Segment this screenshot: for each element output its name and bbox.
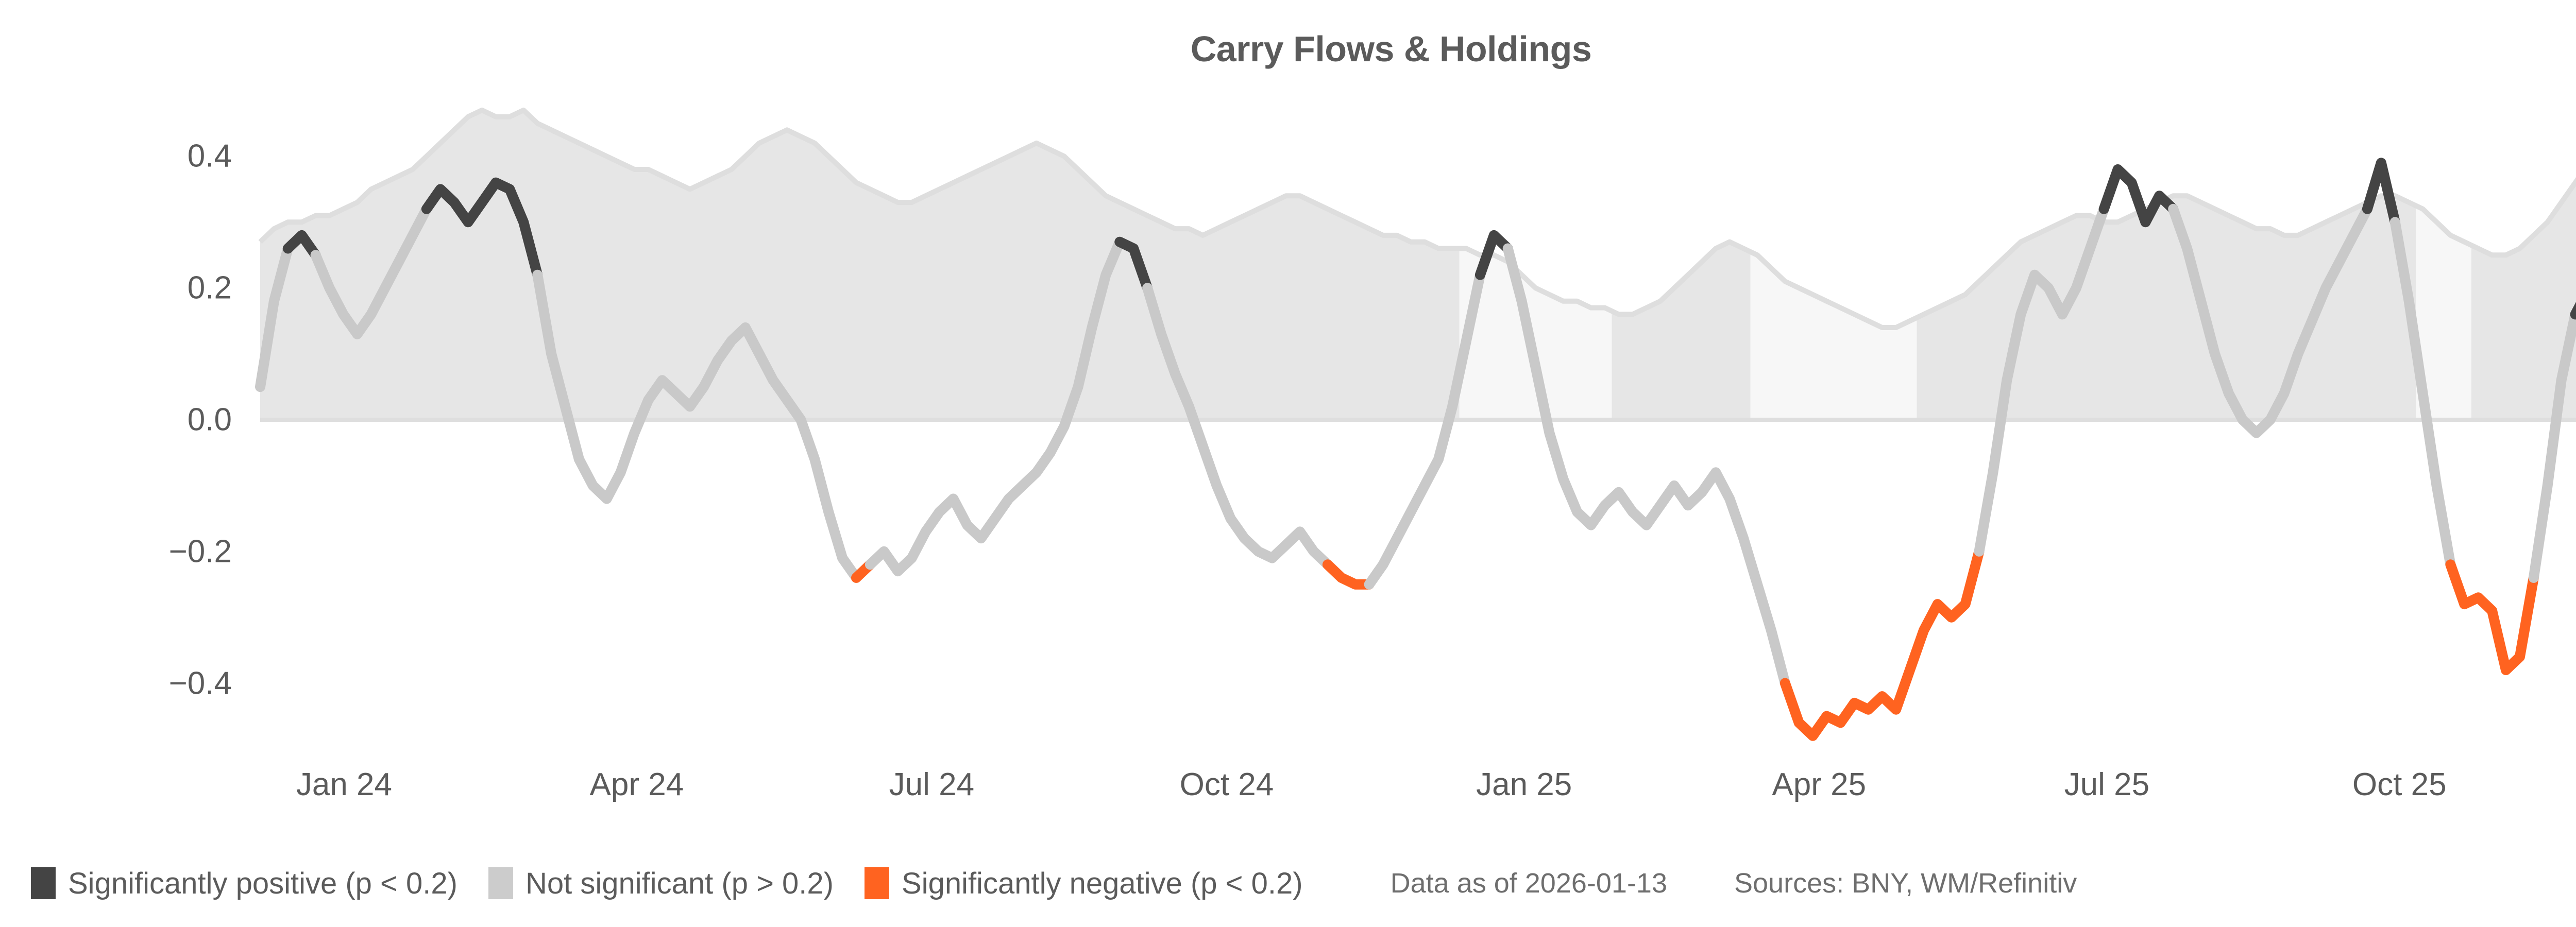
carry-flow-segment <box>2362 158 2400 228</box>
page-title: Carry Flows & Holdings <box>1190 29 1592 69</box>
x-axis-tick-label: Oct 25 <box>2352 767 2447 802</box>
legend-item-negative[interactable]: Significantly negative (p < 0.2) <box>865 866 1303 901</box>
sources-note: Sources: BNY, WM/Refinitiv <box>1734 868 2077 899</box>
carry-flow-segment <box>2445 559 2539 675</box>
carry-flow-segment <box>1364 269 1485 590</box>
legend-swatch-positive <box>31 867 56 899</box>
x-axis-tick-label: Jul 24 <box>889 767 975 802</box>
x-axis-tick-label: Jan 24 <box>296 767 392 802</box>
chart-legend: Significantly positive (p < 0.2) Not sig… <box>0 855 2576 912</box>
holdings-outline <box>258 107 2576 330</box>
carry-flow-segment <box>310 203 432 339</box>
holdings-area <box>258 107 2576 330</box>
data-as-of-note: Data as of 2026-01-13 <box>1390 868 1667 899</box>
legend-label-neutral: Not significant (p > 0.2) <box>525 866 834 900</box>
x-axis-ticks: Jan 24 Apr 24 Jul 24 Oct 24 Jan 25 Apr 25 Jul … <box>0 757 2576 814</box>
carry-flow-segment <box>282 230 321 261</box>
carry-flow-segment <box>1114 236 1153 294</box>
carry-flow-segment <box>1502 243 1790 689</box>
carry-flows-line <box>255 158 2576 741</box>
legend-item-positive[interactable]: Significantly positive (p < 0.2) <box>31 866 457 901</box>
carry-flow-segment <box>2098 164 2179 228</box>
legend-item-neutral[interactable]: Not significant (p > 0.2) <box>488 866 834 901</box>
carry-flow-segment <box>2389 217 2456 570</box>
carry-flow-segment <box>1475 230 1513 280</box>
carry-flow-segment <box>421 177 543 280</box>
carry-flow-segment <box>1322 559 1375 590</box>
carry-flow-segment <box>1780 546 1985 741</box>
y-axis-tick-label: −0.2 <box>168 534 232 570</box>
carry-flow-segment <box>532 269 861 583</box>
y-axis-tick-label: −0.4 <box>168 665 232 701</box>
carry-flow-segment <box>1974 203 2109 557</box>
legend-swatch-negative <box>865 867 889 899</box>
legend-swatch-neutral <box>488 867 513 899</box>
x-axis-tick-label: Jan 26 <box>2526 766 2576 803</box>
y-axis-tick-label: 0.2 <box>187 270 232 306</box>
legend-label-negative: Significantly negative (p < 0.2) <box>902 866 1303 900</box>
x-axis-tick-label: Oct 24 <box>1179 767 1274 802</box>
carry-flow-segment <box>1142 283 1333 570</box>
carry-flow-segment <box>865 236 1125 577</box>
x-axis-tick-label: Jul 25 <box>2064 767 2150 802</box>
carry-flow-segment <box>2168 203 2372 438</box>
legend-label-positive: Significantly positive (p < 0.2) <box>68 866 457 900</box>
carry-flow-segment <box>255 243 293 392</box>
x-axis-tick-label: Apr 24 <box>589 767 684 802</box>
plot-area: 0.4 0.2 0.0 −0.2 −0.4 <box>0 77 2576 762</box>
y-axis-tick-label: 0.4 <box>187 138 232 174</box>
carry-flow-segment <box>2528 309 2576 583</box>
carry-flows-holdings-chart <box>255 104 2576 741</box>
x-axis-tick-label: Jan 25 <box>1476 767 1572 802</box>
y-axis-tick-label: 0.0 <box>187 402 232 438</box>
x-axis-tick-label: Apr 25 <box>1772 767 1867 802</box>
